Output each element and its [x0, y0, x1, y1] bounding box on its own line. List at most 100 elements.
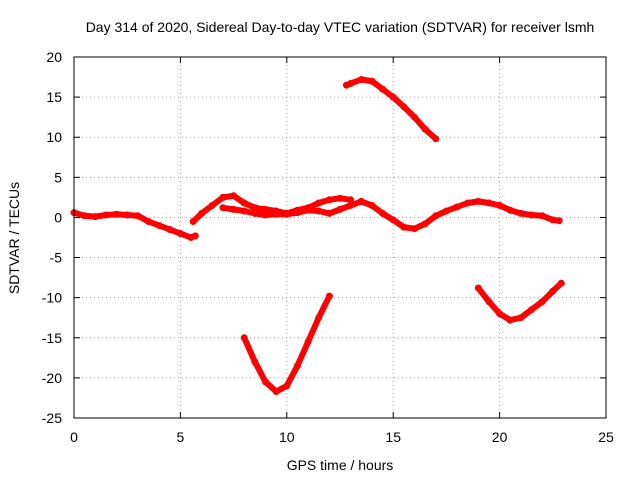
data-point	[155, 222, 163, 229]
data-point	[325, 292, 333, 300]
data-point	[283, 382, 291, 390]
data-point	[485, 199, 493, 207]
data-point	[538, 212, 546, 220]
data-point	[208, 201, 216, 209]
data-point	[549, 287, 557, 295]
data-point	[102, 211, 110, 219]
data-point	[496, 310, 504, 318]
series-sat-c	[219, 197, 563, 233]
data-point	[538, 298, 546, 306]
data-point	[379, 85, 387, 93]
data-point	[549, 216, 557, 224]
y-tick-label: -15	[42, 330, 62, 346]
data-point	[262, 378, 269, 386]
series-sat-d	[342, 76, 440, 143]
data-point	[81, 212, 89, 220]
data-point	[251, 358, 259, 366]
data-point	[432, 135, 440, 143]
y-tick-label: -10	[42, 290, 62, 306]
data-point	[528, 306, 535, 314]
data-point	[485, 298, 493, 306]
y-tick-label: 15	[46, 89, 62, 105]
data-point	[113, 210, 121, 218]
y-tick-label: -25	[42, 410, 62, 426]
series-layer	[70, 76, 565, 395]
grid-layer	[74, 57, 606, 418]
data-point	[357, 76, 365, 83]
data-point	[474, 284, 482, 292]
data-point	[411, 225, 418, 233]
data-point	[262, 205, 269, 213]
data-point	[272, 210, 280, 218]
data-point	[453, 203, 461, 211]
y-tick-label: 0	[54, 209, 62, 225]
data-point	[283, 210, 291, 218]
series-sat-e	[240, 292, 333, 395]
data-point	[315, 199, 323, 207]
data-point	[251, 204, 259, 212]
x-tick-label: 5	[177, 429, 185, 445]
data-point	[506, 206, 514, 214]
x-tick-label: 0	[70, 429, 78, 445]
y-tick-label: 20	[46, 49, 62, 65]
data-point	[134, 212, 142, 220]
y-tick-label: 10	[46, 129, 62, 145]
data-point	[389, 93, 397, 101]
data-point	[91, 213, 99, 221]
y-tick-label: -5	[50, 250, 63, 266]
data-point	[368, 77, 376, 85]
x-tick-label: 15	[385, 429, 401, 445]
data-point	[230, 205, 238, 213]
x-tick-label: 25	[598, 429, 614, 445]
data-point	[189, 218, 197, 225]
series-line-sat-b	[190, 192, 354, 225]
data-point	[555, 217, 563, 225]
x-tick-label: 10	[279, 429, 295, 445]
data-point	[145, 218, 152, 225]
data-point	[357, 197, 365, 205]
series-sat-a	[70, 209, 199, 241]
data-point	[464, 199, 472, 207]
data-point	[262, 211, 269, 219]
x-tick-label: 20	[492, 429, 508, 445]
data-point	[219, 204, 227, 212]
data-point	[325, 196, 333, 204]
series-sat-f	[474, 279, 565, 324]
data-point	[293, 362, 301, 370]
data-point	[400, 103, 408, 111]
data-point	[421, 220, 429, 228]
data-point	[251, 209, 259, 217]
data-point	[304, 338, 312, 346]
data-point	[496, 201, 504, 209]
data-point	[421, 125, 429, 133]
data-point	[219, 193, 227, 201]
x-axis-label: GPS time / hours	[287, 457, 394, 473]
data-point	[432, 212, 440, 220]
data-point	[347, 201, 355, 209]
data-point	[166, 226, 174, 233]
data-point	[347, 80, 355, 87]
data-point	[191, 232, 199, 240]
data-point	[368, 201, 376, 209]
y-axis-label: SDTVAR / TECUs	[6, 182, 22, 294]
data-point	[293, 209, 301, 217]
data-point	[240, 334, 248, 342]
data-point	[411, 113, 418, 121]
data-point	[400, 223, 408, 231]
data-point	[336, 205, 344, 213]
data-point	[240, 207, 248, 215]
data-point	[474, 197, 482, 205]
data-point	[379, 209, 387, 217]
plot-frame	[73, 56, 607, 419]
data-point	[272, 388, 280, 395]
series-sat-b	[189, 192, 355, 225]
tick-layer: 0 5 10 15 20 25 -25 -20 -15 -10 -5 0 5 10 15 20	[42, 49, 614, 445]
data-point	[230, 192, 238, 200]
data-point	[315, 314, 323, 322]
data-point	[176, 230, 184, 237]
data-point	[557, 279, 565, 287]
y-tick-label: 5	[54, 169, 62, 185]
data-point	[336, 194, 344, 202]
data-point	[304, 206, 312, 214]
